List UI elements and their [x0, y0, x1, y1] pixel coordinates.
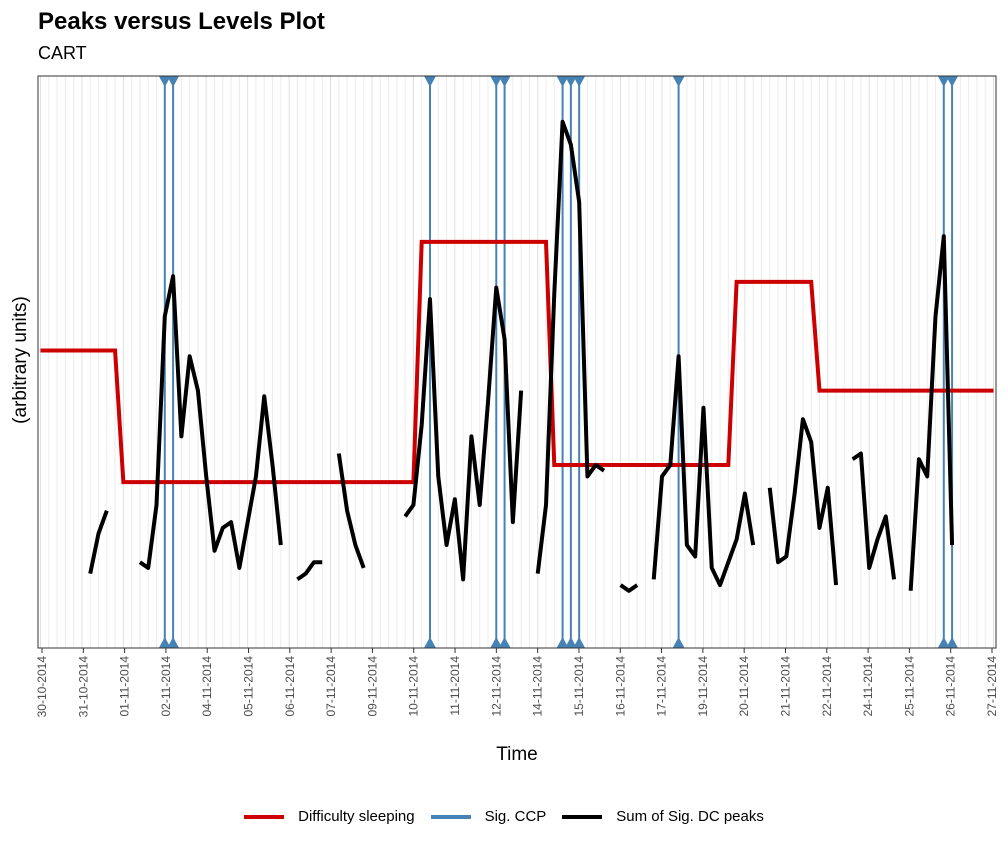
ccp-marker-bottom: [937, 637, 950, 648]
x-tick-label: 05-11-2014: [242, 656, 256, 717]
x-tick-label: 10-11-2014: [407, 656, 421, 717]
x-tick-label: 04-11-2014: [200, 656, 214, 717]
chart-subtitle: CART: [38, 43, 87, 63]
legend: Difficulty sleeping Sig. CCP Sum of Sig.…: [0, 808, 1008, 825]
x-tick-label: 30-10-2014: [35, 656, 49, 718]
x-tick-label: 09-11-2014: [365, 656, 379, 717]
ccp-marker-top: [573, 76, 586, 87]
x-tick-label: 20-11-2014: [737, 656, 751, 717]
legend-label-ccp: Sig. CCP: [484, 808, 547, 825]
x-tick-label: 14-11-2014: [531, 656, 545, 717]
ccp-marker-bottom: [946, 637, 959, 648]
legend-key-ccp: [430, 814, 471, 819]
x-tick-label: 12-11-2014: [489, 656, 503, 717]
legend-item-ccp: Sig. CCP: [430, 808, 547, 825]
ccp-marker-bottom: [423, 637, 436, 648]
x-tick-label: 06-11-2014: [283, 656, 297, 717]
ccp-marker-bottom: [564, 637, 577, 648]
ccp-marker-top: [423, 76, 436, 87]
grid-lines: [39, 76, 995, 648]
ccp-marker-top: [498, 76, 511, 87]
dc-peaks-segment: [296, 560, 323, 582]
x-tick-label: 21-11-2014: [778, 656, 792, 717]
x-tick-label: 27-11-2014: [985, 656, 999, 717]
x-tick-label: 11-11-2014: [448, 656, 462, 716]
legend-item-peaks: Sum of Sig. DC peaks: [562, 808, 764, 825]
ccp-marker-bottom: [158, 637, 171, 648]
ccp-marker-bottom: [490, 637, 503, 648]
x-tick-label: 07-11-2014: [324, 656, 338, 717]
plot-panel-border: [37, 75, 997, 649]
legend-key-peaks: [562, 814, 603, 819]
x-tick-label: 16-11-2014: [613, 656, 627, 717]
dc-peaks-segment: [651, 354, 756, 588]
ccp-marker-bottom: [498, 637, 511, 648]
dc-peaks-segment: [138, 274, 283, 570]
ccp-marker-top: [564, 76, 577, 87]
dc-peaks-segment: [403, 285, 524, 582]
ccp-marker-bottom: [167, 637, 180, 648]
y-axis-label: (arbitrary units): [10, 296, 31, 424]
dc-peaks-segment: [851, 451, 897, 580]
legend-label-peaks: Sum of Sig. DC peaks: [616, 808, 764, 825]
ccp-marker-top: [937, 76, 950, 87]
dc-peaks-segment: [535, 119, 606, 574]
ccp-marker-top: [556, 76, 569, 87]
x-tick-label: 24-11-2014: [861, 656, 875, 717]
chart-canvas: 30-10-2014 31-10-2014 01-11-2014 02-11-2014…: [10, 75, 999, 765]
x-tick-label: 01-11-2014: [118, 656, 132, 717]
ccp-marker-top: [946, 76, 959, 87]
legend-key-sleep: [244, 814, 285, 819]
x-tick-label: 31-10-2014: [76, 656, 90, 718]
dc-peaks-segment: [619, 583, 639, 593]
dc-peaks-segment: [767, 417, 839, 586]
dc-peaks-segment: [336, 453, 366, 569]
ccp-marker-bottom: [573, 637, 586, 648]
ccp-marker-bottom: [672, 637, 685, 648]
ccp-marker-top: [672, 76, 685, 87]
x-tick-label: 17-11-2014: [655, 656, 669, 717]
x-axis-label: Time: [496, 744, 538, 765]
ccp-marker-top: [158, 76, 171, 87]
x-tick-label: 26-11-2014: [944, 656, 958, 717]
dc-peaks-series: [88, 119, 955, 593]
dc-peaks-segment: [88, 510, 109, 575]
x-tick-label: 22-11-2014: [820, 656, 834, 717]
x-tick-label: 02-11-2014: [159, 656, 173, 717]
ccp-lines: [158, 76, 959, 648]
legend-label-sleep: Difficulty sleeping: [298, 808, 415, 825]
dc-peaks-segment: [908, 234, 955, 591]
x-tick-label: 15-11-2014: [572, 656, 586, 717]
ccp-marker-bottom: [556, 637, 569, 648]
x-tick-label: 25-11-2014: [902, 656, 916, 717]
x-tick-label: 19-11-2014: [696, 656, 710, 717]
legend-item-sleep: Difficulty sleeping: [244, 808, 415, 825]
ccp-marker-top: [167, 76, 180, 87]
x-axis-ticks: 30-10-2014 31-10-2014 01-11-2014 02-11-2014…: [35, 648, 999, 717]
ccp-marker-top: [490, 76, 503, 87]
chart-title: Peaks versus Levels Plot: [38, 8, 325, 35]
